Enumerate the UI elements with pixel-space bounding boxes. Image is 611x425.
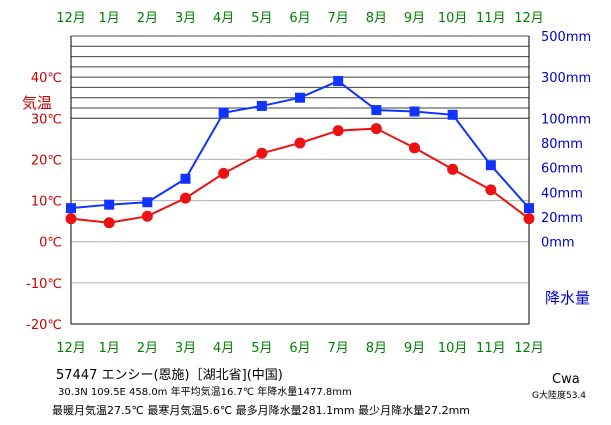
month-label-top: 1月	[99, 11, 120, 26]
temperature-point	[294, 137, 306, 149]
month-label-top: 6月	[289, 11, 310, 26]
right-tick-label: 80mm	[541, 137, 583, 152]
left-tick-label: 40℃	[31, 71, 62, 86]
precipitation-point	[66, 203, 76, 214]
temperature-point	[141, 210, 153, 222]
month-label-top: 8月	[366, 11, 387, 26]
precipitation-point	[218, 107, 229, 118]
temperature-point	[180, 192, 191, 204]
temperature-point	[332, 125, 344, 137]
month-label-top: 10月	[438, 11, 468, 26]
left-tick-label: -10℃	[26, 277, 62, 292]
precipitation-point	[104, 199, 115, 210]
month-label-bottom: 11月	[476, 341, 506, 356]
month-label-bottom: 9月	[404, 341, 425, 356]
left-tick-label: -20℃	[26, 318, 62, 333]
precipitation-point	[142, 197, 153, 208]
precipitation-point	[409, 106, 420, 117]
right-tick-label: 40mm	[541, 186, 583, 201]
temperature-point	[447, 163, 459, 175]
precipitation-point	[524, 203, 534, 214]
precipitation-point	[485, 160, 496, 171]
month-label-top: 12月	[514, 11, 544, 26]
climate-class: Cwa	[552, 372, 580, 387]
station-info-line2: 最暖月気温27.5℃ 最寒月気温5.6℃ 最多月降水量281.1mm 最少月降水…	[52, 404, 471, 417]
month-label-top: 3月	[175, 11, 196, 26]
precipitation-point	[180, 173, 191, 184]
month-label-bottom: 2月	[137, 341, 158, 356]
month-label-bottom: 6月	[289, 341, 310, 356]
month-label-top: 7月	[328, 11, 349, 26]
precipitation-point	[447, 109, 458, 120]
month-label-top: 9月	[404, 11, 425, 26]
month-label-bottom: 5月	[251, 341, 272, 356]
right-tick-label: 60mm	[541, 162, 583, 177]
right-tick-label: 100mm	[541, 112, 591, 127]
left-tick-label: 10℃	[31, 195, 62, 210]
month-label-bottom: 3月	[175, 341, 196, 356]
station-info-line1: 30.3N 109.5E 458.0m 年平均気温16.7℃ 年降水量1477.…	[58, 387, 352, 398]
station-title: 57447 エンシー(恩施)［湖北省](中国)	[56, 368, 283, 383]
month-label-bottom: 10月	[438, 341, 468, 356]
continentality-index: G大陸度53.4	[532, 391, 587, 401]
month-label-bottom: 12月	[514, 341, 544, 356]
temperature-point	[485, 184, 497, 196]
temperature-point	[370, 123, 382, 135]
temperature-point	[65, 213, 77, 225]
month-label-top: 11月	[476, 11, 506, 26]
month-label-bottom: 1月	[99, 341, 120, 356]
month-label-top: 4月	[213, 11, 234, 26]
temperature-point	[409, 142, 420, 154]
left-tick-label: 30℃	[31, 112, 62, 127]
precipitation-point	[256, 100, 267, 111]
temperature-point	[218, 167, 230, 179]
month-label-bottom: 4月	[213, 341, 234, 356]
right-tick-label: 0mm	[541, 236, 575, 251]
right-axis-label: 降水量	[545, 289, 590, 307]
month-label-bottom: 12月	[56, 341, 86, 356]
precipitation-point	[295, 92, 305, 103]
temperature-point	[103, 217, 115, 229]
right-tick-label: 20mm	[541, 211, 583, 226]
right-tick-label: 300mm	[541, 71, 591, 86]
month-label-bottom: 8月	[366, 341, 387, 356]
precipitation-point	[333, 76, 344, 87]
month-label-top: 2月	[137, 11, 158, 26]
month-label-bottom: 7月	[328, 341, 349, 356]
month-label-top: 5月	[251, 11, 272, 26]
temperature-point	[256, 147, 268, 159]
temperature-point	[523, 213, 535, 225]
precipitation-point	[371, 105, 382, 116]
left-axis-label: 気温	[22, 94, 52, 112]
month-label-top: 12月	[56, 11, 86, 26]
left-tick-label: 20℃	[31, 153, 62, 168]
right-tick-label: 500mm	[541, 30, 591, 45]
left-tick-label: 0℃	[39, 236, 62, 251]
